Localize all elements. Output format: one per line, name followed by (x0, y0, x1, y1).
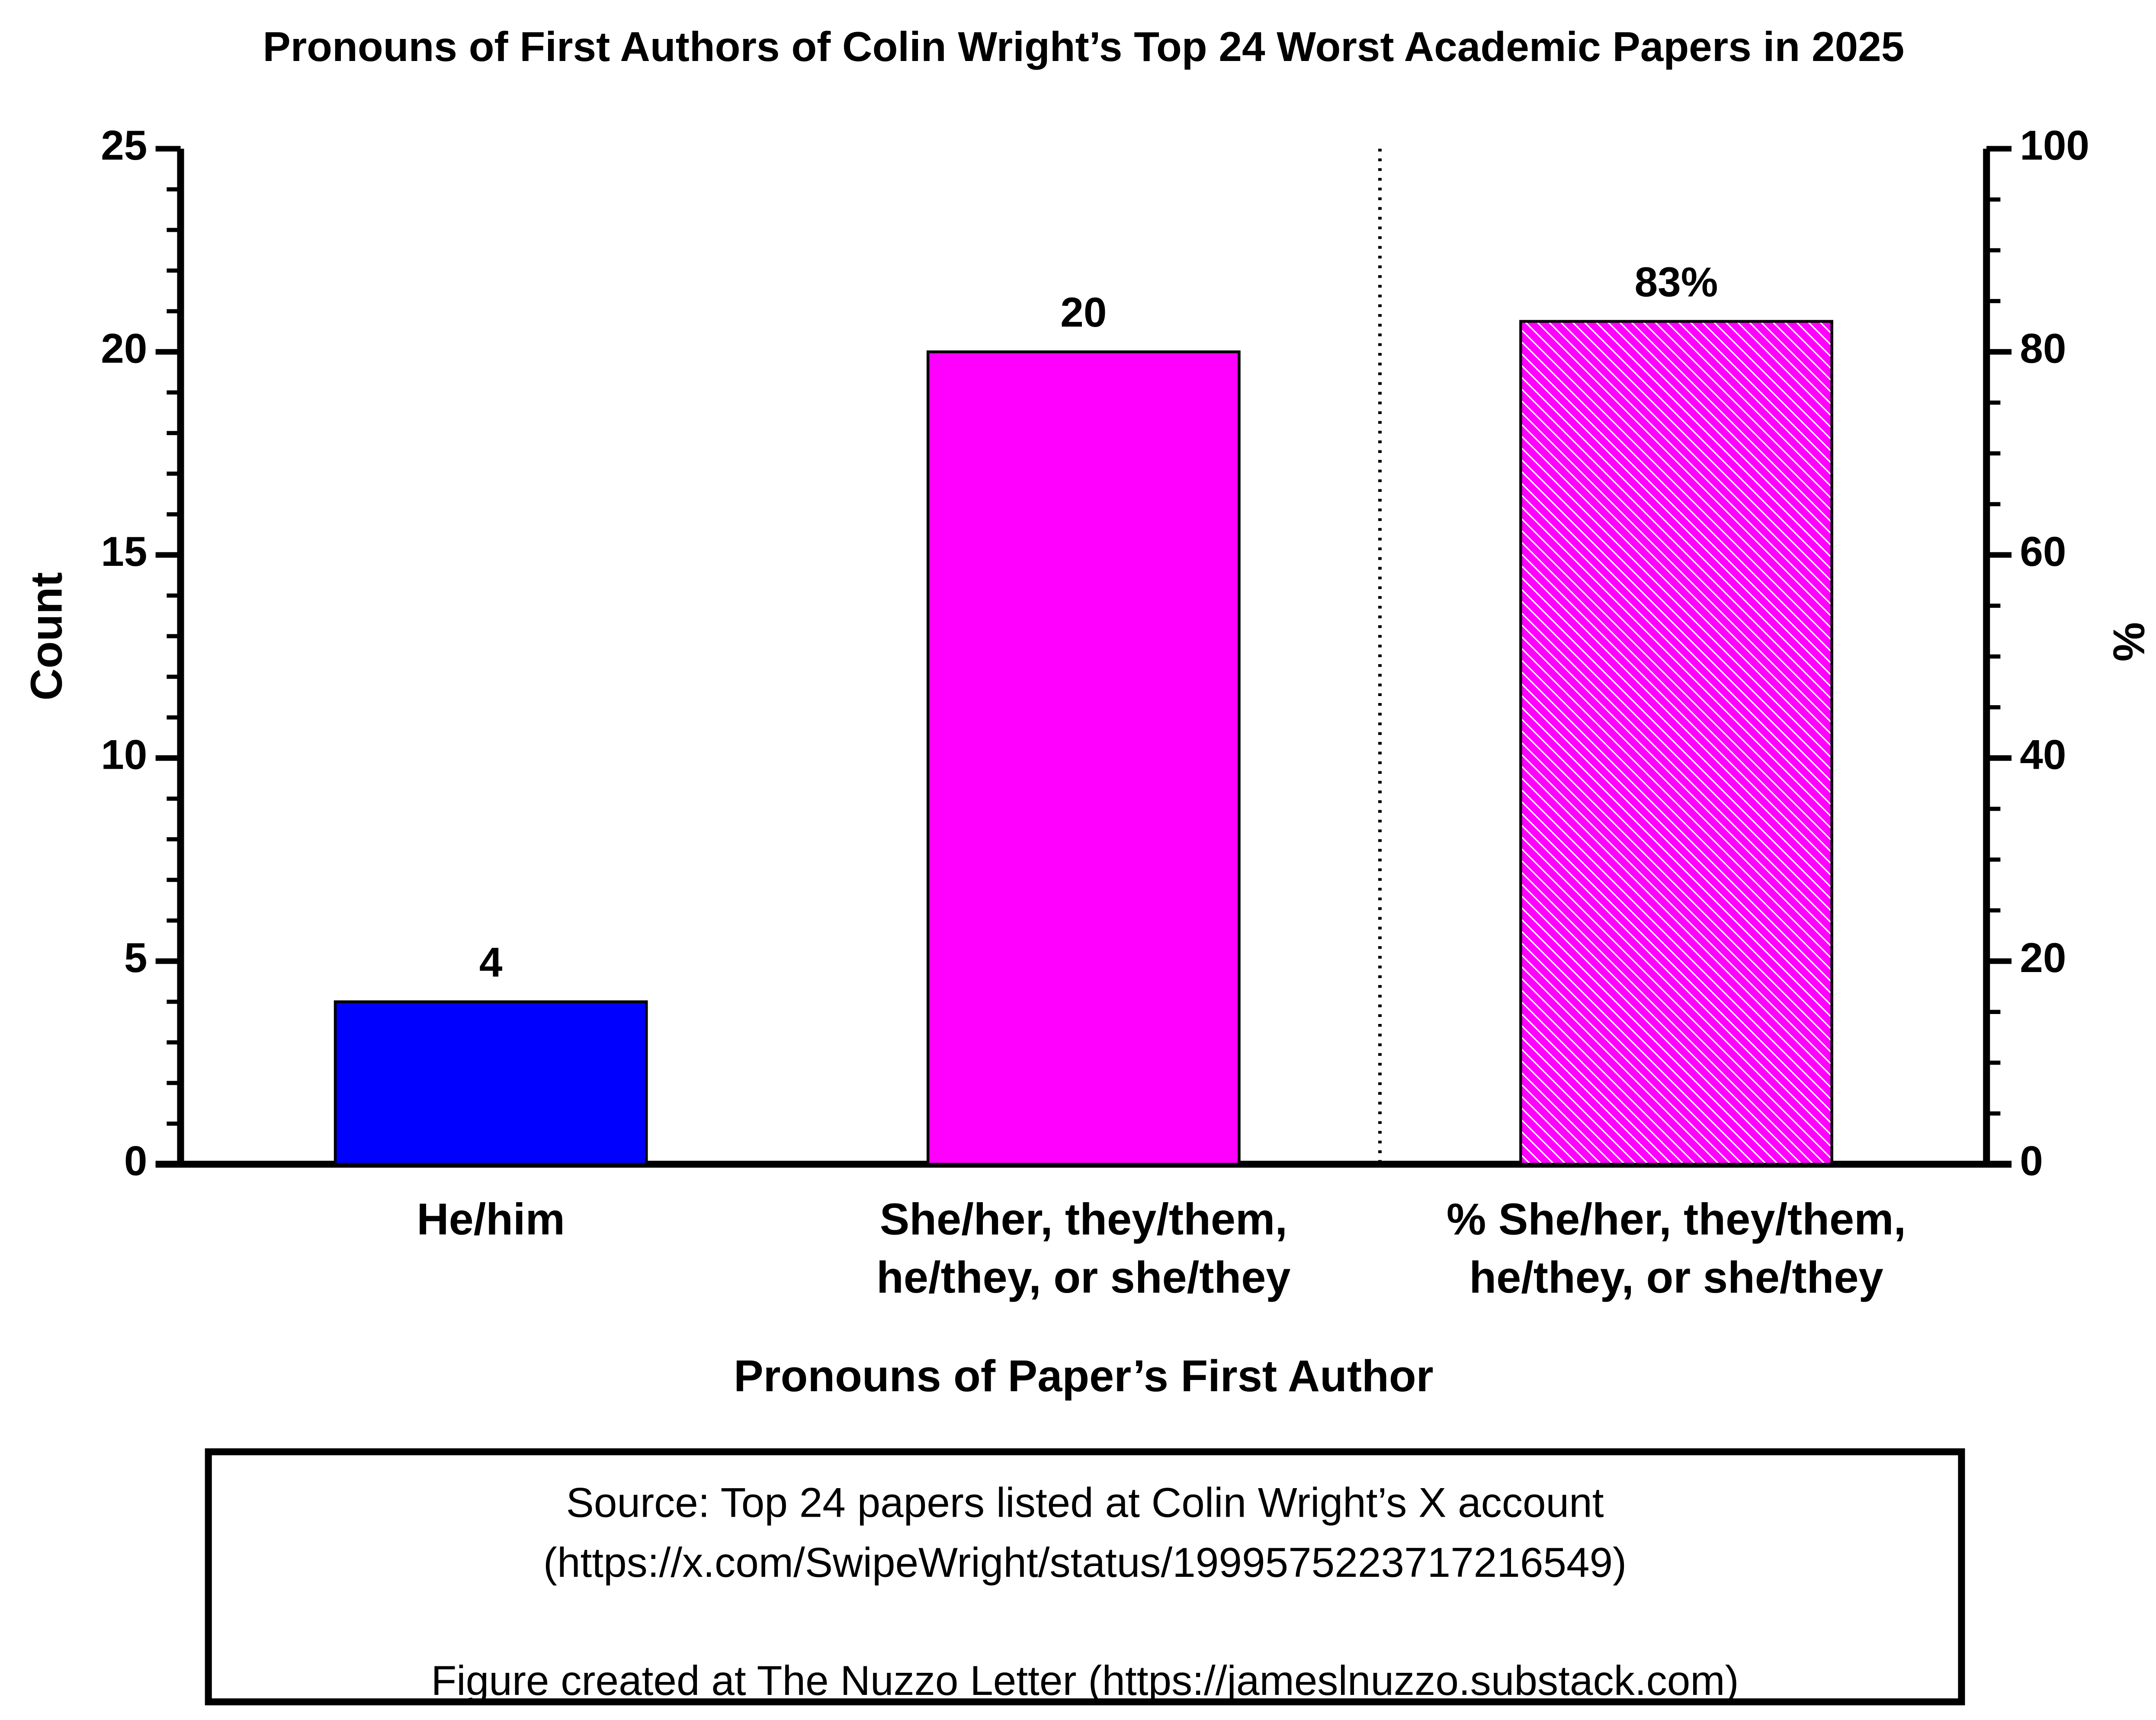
data-label: 4 (479, 940, 503, 986)
y2-tick-label: 0 (2020, 1138, 2043, 1184)
x-tick-label: % She/her, they/them, (1447, 1194, 1906, 1244)
y-tick-label: 0 (124, 1138, 148, 1184)
source-note: Source: Top 24 papers listed at Colin Wr… (566, 1480, 1604, 1526)
bar (334, 1000, 648, 1166)
x-tick-label: He/him (417, 1194, 565, 1244)
y2-axis-label: % (2104, 622, 2154, 661)
y-axis-label: Count (22, 572, 71, 701)
data-label: 20 (1060, 289, 1107, 336)
x-axis-label: Pronouns of Paper’s First Author (734, 1351, 1433, 1401)
data-label: 83% (1635, 259, 1718, 305)
y-tick-label: 20 (101, 326, 147, 372)
bar (1519, 320, 1833, 1166)
y-tick-label: 10 (101, 732, 147, 778)
y-tick-label: 15 (101, 529, 147, 575)
source-note: Figure created at The Nuzzo Letter (http… (431, 1658, 1739, 1704)
chart-title: Pronouns of First Authors of Colin Wrigh… (263, 24, 1904, 70)
bar (926, 350, 1241, 1166)
x-tick-label: he/they, or she/they (1469, 1252, 1883, 1302)
y-tick-label: 25 (101, 122, 147, 169)
y2-tick-label: 100 (2020, 122, 2089, 169)
source-box (205, 1448, 1965, 1706)
y2-tick-label: 20 (2020, 935, 2066, 981)
y2-tick-label: 40 (2020, 732, 2066, 778)
source-note: (https://x.com/SwipeWright/status/199957… (543, 1540, 1627, 1586)
y2-tick-label: 60 (2020, 529, 2066, 575)
y-tick-label: 5 (124, 935, 148, 981)
x-tick-label: She/her, they/them, (880, 1194, 1287, 1244)
x-tick-label: he/they, or she/they (876, 1252, 1290, 1302)
y2-tick-label: 80 (2020, 326, 2066, 372)
